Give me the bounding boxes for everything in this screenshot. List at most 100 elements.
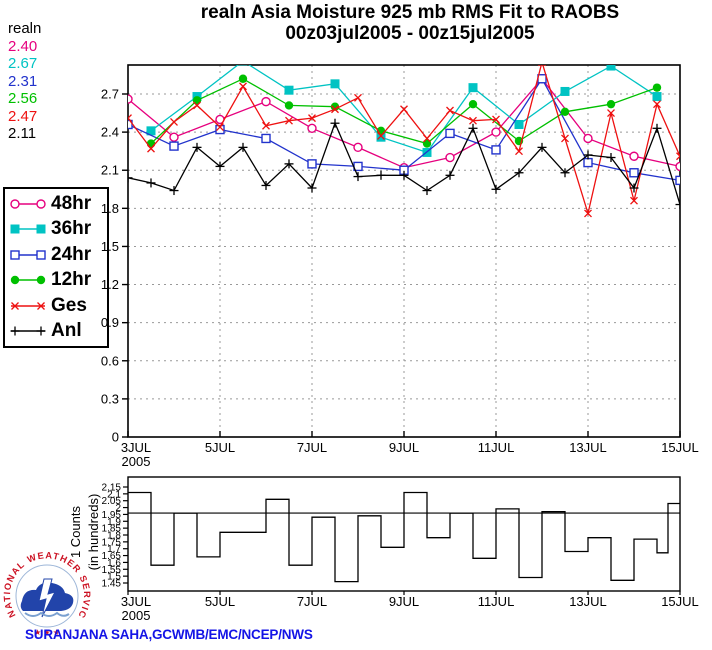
marker-square-open — [675, 175, 680, 186]
marker-circle-open — [491, 127, 501, 137]
series-line — [150, 78, 658, 145]
series-line — [128, 77, 680, 169]
stats-value-36hr: 2.67 — [8, 55, 38, 72]
chart-header: realn Asia Moisture 925 mb RMS Fit to RA… — [120, 2, 700, 44]
marker-square-filled — [652, 92, 662, 102]
counts-y-tick-label: 1.55 — [102, 565, 122, 576]
marker-x — [676, 155, 680, 161]
credit-line: SURANJANA SAHA,GCWMB/EMC/NCEP/NWS — [25, 627, 313, 642]
legend-label-48hr: 48hr — [51, 192, 92, 214]
marker-x — [239, 82, 247, 91]
y-tick-label: 0.3 — [101, 391, 119, 406]
marker-circle-filled — [468, 99, 478, 109]
counts-x-tick-label: 5JUL — [205, 594, 235, 609]
y-tick-label: 1.2 — [101, 277, 119, 292]
stats-value-Anl: 2.11 — [8, 125, 37, 142]
counts-y-tick-label: 2.05 — [102, 496, 122, 507]
marker-square-filled — [238, 65, 248, 66]
marker-square-open — [583, 157, 593, 168]
marker-square-open — [491, 145, 501, 155]
counts-y-tick-label: 1.45 — [102, 579, 122, 590]
marker-circle-open — [261, 96, 271, 107]
marker-x — [147, 144, 155, 153]
marker-circle-open — [675, 161, 680, 172]
x-tick-label: 9JUL — [389, 440, 419, 455]
counts-x-sublabel: 2005 — [122, 608, 151, 623]
marker-circle-open — [353, 142, 363, 153]
x-tick-label: 11JUL — [478, 440, 515, 455]
stats-value-24hr: 2.31 — [8, 72, 38, 90]
legend-label-Ges: Ges — [51, 294, 87, 316]
x-tick-label: 5JUL — [205, 440, 235, 455]
legend-row-12hr: 12hr — [5, 268, 107, 292]
y-tick-label: 0.6 — [101, 353, 119, 368]
legend-label-36hr: 36hr — [51, 218, 92, 240]
marker-x — [128, 114, 132, 120]
marker-circle-open — [583, 133, 593, 144]
marker-x — [285, 116, 293, 125]
counts-y-tick-label: 1.5 — [107, 572, 121, 583]
y-tick-label: 2.1 — [101, 163, 119, 178]
legend-label-12hr: 12hr — [51, 269, 92, 291]
legend-row-36hr: 36hr — [5, 217, 107, 241]
marker-x — [354, 93, 362, 102]
y-tick-label: 0 — [112, 430, 119, 445]
stats-values: 2.40 2.67 2.31 2.56 2.47 2.11 — [8, 38, 41, 143]
y-tick-label: 0.9 — [101, 315, 119, 330]
legend-row-Ges: Ges — [5, 294, 107, 318]
marker-square-open — [537, 74, 547, 84]
marker-square-open — [261, 133, 271, 144]
marker-x — [630, 196, 638, 205]
marker-x — [331, 105, 339, 114]
series-Ges — [128, 65, 680, 218]
x-tick-label: 15JUL — [661, 440, 699, 455]
counts-y-tick-label: 2.15 — [102, 483, 122, 494]
marker-x — [308, 114, 316, 123]
marker-x — [676, 152, 680, 158]
marker-x — [446, 106, 454, 115]
x-tick-label: 7JUL — [297, 440, 327, 455]
marker-square-open — [307, 159, 317, 169]
marker-x — [469, 116, 477, 125]
marker-square-open — [445, 128, 455, 139]
legend-box: 48hr 36hr 24hr 12hr Ges Anl — [3, 187, 109, 348]
stats-value-48hr: 2.40 — [8, 37, 38, 55]
marker-square-filled — [330, 79, 340, 89]
marker-circle-open — [169, 132, 179, 142]
counts-y-axis-label: 1 Counts — [68, 505, 83, 558]
marker-square-filled — [284, 85, 294, 95]
y-tick-label: 1.8 — [101, 201, 119, 216]
marker-square-filled — [560, 86, 570, 96]
marker-square-open — [629, 168, 639, 178]
legend-label-Anl: Anl — [51, 320, 82, 342]
marker-x — [584, 209, 592, 218]
marker-square-open — [169, 141, 179, 151]
legend-marker-24hr — [10, 250, 46, 260]
marker-x — [607, 109, 615, 118]
x-tick-label: 3JUL — [121, 440, 151, 455]
counts-y-tick-label: 1.85 — [102, 524, 122, 535]
legend-marker-Ges — [11, 301, 45, 310]
series-line — [150, 65, 658, 154]
counts-y-tick-label: 1.95 — [102, 510, 122, 521]
counts-y-tick-label: 1.9 — [107, 517, 121, 528]
counts-y-tick-label: 1.65 — [102, 551, 122, 562]
marker-x — [515, 147, 523, 156]
counts-y-tick-label: 1.6 — [107, 558, 121, 569]
counts-y-tick-label: 2 — [115, 503, 121, 514]
counts-step-bars — [128, 491, 680, 583]
series-Anl — [128, 118, 680, 210]
marker-x — [492, 115, 500, 124]
y-tick-label: 1.5 — [101, 239, 119, 254]
marker-circle-filled — [652, 83, 662, 92]
x-tick-sublabel: 2005 — [122, 454, 151, 469]
legend-marker-Anl — [10, 326, 46, 336]
x-tick-label: 13JUL — [569, 440, 607, 455]
marker-square-open — [128, 119, 133, 130]
marker-circle-open — [629, 151, 639, 161]
marker-x — [377, 131, 385, 140]
counts-y-tick-label: 1.7 — [107, 544, 121, 555]
counts-x-tick-label: 13JUL — [569, 594, 607, 609]
marker-circle-open — [128, 94, 133, 104]
